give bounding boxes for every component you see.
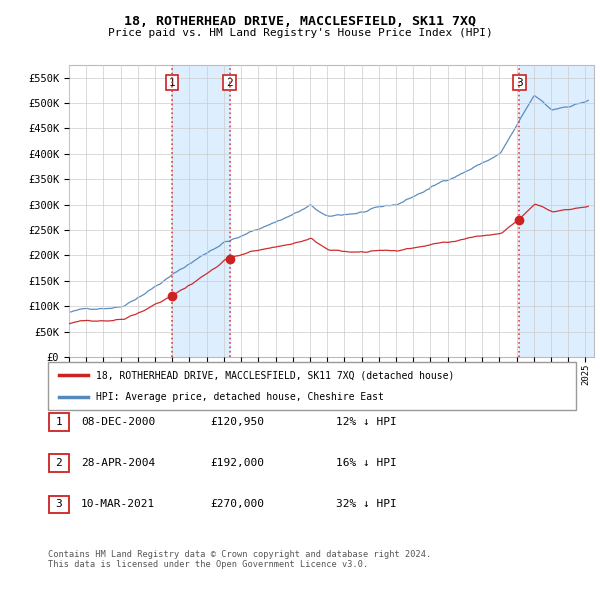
Text: 2: 2 [55, 458, 62, 468]
Text: £270,000: £270,000 [210, 500, 264, 509]
Text: £192,000: £192,000 [210, 458, 264, 468]
Text: HPI: Average price, detached house, Cheshire East: HPI: Average price, detached house, Ches… [95, 392, 383, 402]
Text: 2: 2 [226, 78, 233, 88]
Bar [520, 65, 594, 357]
Text: 12% ↓ HPI: 12% ↓ HPI [336, 417, 397, 427]
Text: Price paid vs. HM Land Registry's House Price Index (HPI): Price paid vs. HM Land Registry's House … [107, 28, 493, 38]
Text: 32% ↓ HPI: 32% ↓ HPI [336, 500, 397, 509]
Text: 3: 3 [55, 500, 62, 509]
Text: 18, ROTHERHEAD DRIVE, MACCLESFIELD, SK11 7XQ (detached house): 18, ROTHERHEAD DRIVE, MACCLESFIELD, SK11… [95, 370, 454, 380]
Text: 1: 1 [169, 78, 176, 88]
Text: 28-APR-2004: 28-APR-2004 [81, 458, 155, 468]
Text: 3: 3 [516, 78, 523, 88]
Text: 18, ROTHERHEAD DRIVE, MACCLESFIELD, SK11 7XQ: 18, ROTHERHEAD DRIVE, MACCLESFIELD, SK11… [124, 15, 476, 28]
Text: 16% ↓ HPI: 16% ↓ HPI [336, 458, 397, 468]
Bar [172, 65, 230, 357]
Text: 1: 1 [55, 417, 62, 427]
Text: 10-MAR-2021: 10-MAR-2021 [81, 500, 155, 509]
Text: £120,950: £120,950 [210, 417, 264, 427]
Text: 08-DEC-2000: 08-DEC-2000 [81, 417, 155, 427]
Text: Contains HM Land Registry data © Crown copyright and database right 2024.
This d: Contains HM Land Registry data © Crown c… [48, 550, 431, 569]
